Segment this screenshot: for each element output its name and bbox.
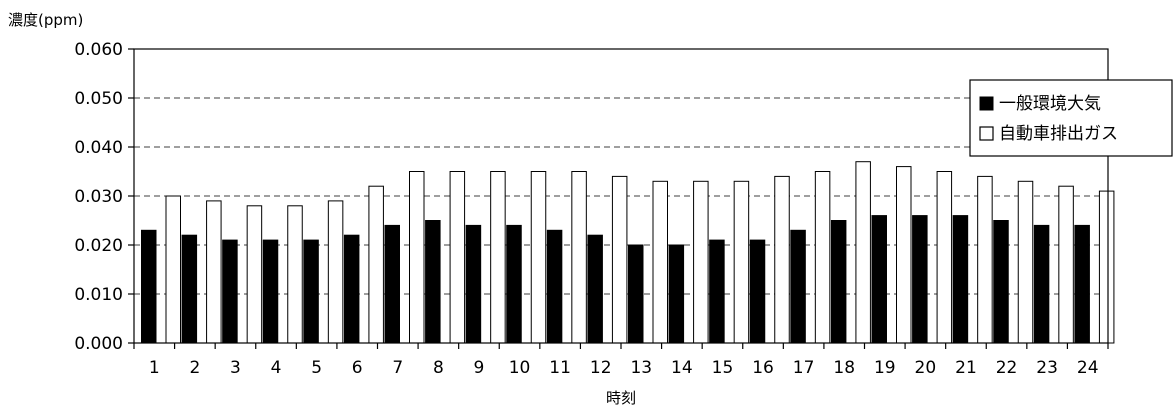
x-tick-label: 9: [474, 358, 485, 378]
bar-series-1: [611, 175, 628, 344]
x-tick-label: 12: [590, 358, 612, 378]
y-tick-label: 0.040: [74, 138, 123, 158]
x-tick-label: 3: [230, 358, 241, 378]
x-tick-label: 4: [271, 358, 282, 378]
bar-series-0: [749, 239, 766, 344]
bars: [141, 161, 1115, 344]
y-tick-label: 0.060: [74, 40, 123, 60]
bar-series-1: [774, 175, 790, 344]
bar-series-1: [206, 200, 222, 344]
x-tick-label: 8: [433, 358, 444, 378]
bar-series-1: [1017, 180, 1034, 344]
legend-box: [969, 79, 1173, 157]
y-tick-label: 0.030: [74, 187, 123, 207]
bar-series-1: [327, 200, 344, 344]
bar-series-0: [587, 234, 603, 344]
bar-series-1: [287, 205, 303, 344]
bar-series-1: [368, 185, 384, 344]
bar-series-1: [1098, 190, 1115, 344]
bar-series-0: [1033, 224, 1050, 344]
x-tick-label: 17: [793, 358, 815, 378]
x-tick-label: 22: [996, 358, 1018, 378]
x-axis-title: 時刻: [606, 389, 636, 407]
y-tick-label: 0.020: [74, 236, 123, 256]
y-tick-label: 0.000: [74, 334, 123, 354]
bar-series-0: [181, 234, 198, 344]
y-axis: 0.000 0.010 0.020 0.030 0.040 0.050 0.060: [74, 40, 134, 354]
legend-label-series-0: 一般環境大気: [999, 94, 1101, 114]
bar-series-0: [425, 220, 441, 344]
bar-series-0: [262, 239, 279, 344]
bar-series-1: [652, 180, 668, 344]
y-tick-label: 0.010: [74, 285, 123, 305]
x-tick-label: 6: [352, 358, 363, 378]
bar-series-0: [912, 215, 928, 344]
bar-series-0: [303, 239, 319, 344]
bar-series-1: [814, 171, 831, 344]
x-tick-label: 18: [833, 358, 855, 378]
bar-series-0: [790, 229, 806, 344]
bar-series-1: [449, 171, 466, 344]
bar-series-1: [977, 175, 993, 344]
bar-series-1: [855, 161, 871, 344]
x-tick-label: 14: [671, 358, 693, 378]
bar-series-1: [1058, 185, 1074, 344]
legend: 一般環境大気 自動車排出ガス: [969, 79, 1173, 157]
bar-series-1: [246, 205, 263, 344]
bar-series-0: [668, 244, 685, 344]
bar-series-1: [936, 171, 953, 344]
x-tick-label: 19: [874, 358, 896, 378]
bar-series-1: [896, 166, 912, 344]
bar-series-0: [871, 215, 887, 344]
bar-series-1: [733, 180, 750, 344]
legend-swatch-series-1: [979, 126, 994, 141]
x-tick-label: 23: [1036, 358, 1058, 378]
x-tick-label: 10: [509, 358, 531, 378]
y-tick-label: 0.050: [74, 89, 123, 109]
x-tick-label: 24: [1077, 358, 1099, 378]
bar-series-0: [384, 224, 400, 344]
bar-series-1: [530, 171, 547, 344]
bar-series-1: [693, 180, 709, 344]
bar-series-0: [546, 229, 563, 344]
legend-swatch-series-0: [979, 96, 994, 111]
bar-series-1: [571, 171, 587, 344]
bar-series-0: [222, 239, 238, 344]
x-tick-label: 7: [392, 358, 403, 378]
x-tick-label: 20: [915, 358, 937, 378]
bar-series-1: [165, 195, 181, 344]
x-tick-label: 21: [955, 358, 977, 378]
bar-series-0: [830, 220, 847, 344]
bar-series-0: [628, 244, 644, 344]
bar-series-0: [506, 224, 522, 344]
x-tick-label: 2: [189, 358, 200, 378]
x-tick-label: 5: [311, 358, 322, 378]
x-axis: 1 2 3 4 5 6 7 8 9 10 11 12 13 14 15 16 17 18 19 20 21 22 23 24: [133, 343, 1109, 378]
bar-series-0: [465, 224, 482, 344]
legend-label-series-1: 自動車排出ガス: [999, 124, 1118, 144]
bar-series-0: [343, 234, 360, 344]
bar-series-1: [490, 171, 506, 344]
x-tick-label: 15: [712, 358, 734, 378]
x-tick-label: 1: [149, 358, 160, 378]
y-axis-title: 濃度(ppm): [8, 11, 83, 29]
x-tick-label: 16: [752, 358, 774, 378]
x-tick-label: 11: [549, 358, 571, 378]
bar-series-1: [409, 171, 425, 344]
x-tick-label: 13: [630, 358, 652, 378]
bar-series-0: [993, 220, 1009, 344]
bar-series-0: [141, 229, 157, 344]
bar-series-0: [1074, 224, 1090, 344]
bar-series-0: [709, 239, 725, 344]
bar-series-0: [952, 215, 969, 344]
